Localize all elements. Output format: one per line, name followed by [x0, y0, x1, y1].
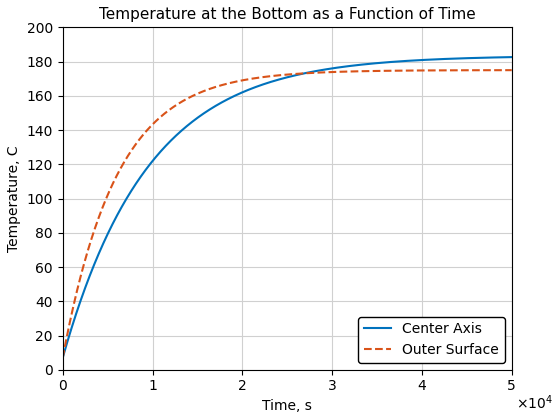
Outer Surface	[137, 135, 144, 140]
Line: Center Axis: Center Axis	[63, 57, 512, 358]
Outer Surface	[500, 68, 506, 73]
Center Axis	[451, 56, 458, 61]
Text: $\times10^4$: $\times10^4$	[516, 394, 553, 412]
Center Axis	[59, 355, 66, 360]
Center Axis	[137, 174, 144, 179]
Legend: Center Axis, Outer Surface: Center Axis, Outer Surface	[358, 317, 505, 363]
Line: Outer Surface: Outer Surface	[63, 70, 512, 358]
Center Axis	[500, 55, 506, 60]
Outer Surface	[59, 355, 66, 360]
Outer Surface	[110, 179, 117, 184]
Center Axis	[251, 85, 258, 90]
Center Axis	[110, 219, 117, 224]
Outer Surface	[231, 79, 238, 84]
Outer Surface	[451, 68, 458, 73]
Outer Surface	[251, 76, 258, 81]
Center Axis	[508, 55, 515, 60]
Title: Temperature at the Bottom as a Function of Time: Temperature at the Bottom as a Function …	[99, 7, 475, 22]
Center Axis	[231, 93, 238, 98]
Outer Surface	[508, 68, 515, 73]
X-axis label: Time, s: Time, s	[262, 399, 312, 413]
Y-axis label: Temperature, C: Temperature, C	[7, 145, 21, 252]
